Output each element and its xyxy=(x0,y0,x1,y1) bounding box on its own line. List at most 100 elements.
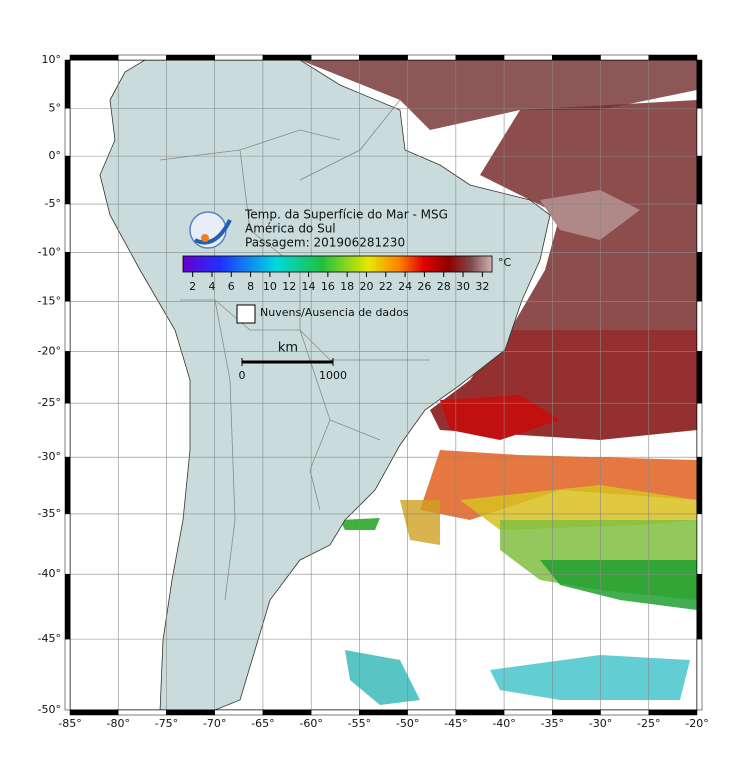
frame-segment xyxy=(696,351,703,404)
frame-segment xyxy=(359,709,408,716)
lat-tick-label: -10° xyxy=(38,245,61,258)
colorbar-unit: °C xyxy=(498,256,512,269)
lat-tick-label: -45° xyxy=(38,632,61,645)
frame-segment xyxy=(64,573,71,640)
frame-segment xyxy=(69,54,119,61)
colorbar-tick-label: 20 xyxy=(359,280,373,293)
frame-segment xyxy=(552,54,601,61)
legend-label: Nuvens/Ausencia de dados xyxy=(260,306,409,319)
frame-segment xyxy=(64,402,71,458)
frame-segment xyxy=(455,54,505,61)
lat-tick-label: -30° xyxy=(38,450,61,463)
region: América do Sul xyxy=(245,222,336,236)
lon-tick-label: -40° xyxy=(492,717,515,730)
frame-segment xyxy=(600,709,650,716)
frame-segment xyxy=(696,59,703,109)
colorbar-tick-label: 14 xyxy=(302,280,316,293)
frame-segment xyxy=(696,456,703,515)
lon-tick-label: -45° xyxy=(444,717,467,730)
frame-segment xyxy=(69,709,119,716)
frame-segment xyxy=(64,456,71,515)
frame-segment xyxy=(64,301,71,352)
title: Temp. da Superfície do Mar - MSG xyxy=(244,208,448,222)
scale-tick-label: 1000 xyxy=(319,369,347,382)
frame-segment xyxy=(64,203,71,253)
lon-tick-label: -85° xyxy=(58,717,81,730)
lon-tick-label: -60° xyxy=(299,717,322,730)
frame-segment xyxy=(455,709,505,716)
pass-time: Passagem: 201906281230 xyxy=(245,236,405,250)
frame: -85° -80° -75° -70° -65° -60° -55° -50° -45° -40°… xyxy=(38,53,709,730)
frame-segment xyxy=(696,402,703,458)
frame-segment xyxy=(310,54,360,61)
scale-unit: km xyxy=(278,341,298,356)
lat-tick-label: -20° xyxy=(38,344,61,357)
lon-tick-label: -50° xyxy=(396,717,419,730)
frame-segment xyxy=(262,54,312,61)
frame-segment xyxy=(696,301,703,352)
lat-tick-label: -25° xyxy=(38,396,61,409)
colorbar xyxy=(182,255,493,273)
frame-segment xyxy=(310,709,360,716)
lat-tick-label: -40° xyxy=(38,567,61,580)
lon-tick-label: -35° xyxy=(541,717,564,730)
lat-tick-label: 5° xyxy=(49,101,62,114)
frame-segment xyxy=(696,573,703,640)
lat-tick-label: -50° xyxy=(38,703,61,716)
sst-field xyxy=(300,60,697,705)
colorbar-tick-label: 6 xyxy=(228,280,235,293)
frame-segment xyxy=(359,54,408,61)
colorbar-tick-label: 16 xyxy=(321,280,335,293)
borders xyxy=(159,99,430,601)
frame-segment xyxy=(407,709,457,716)
colorbar-tick-label: 12 xyxy=(282,280,296,293)
colorbar-tick-label: 30 xyxy=(456,280,470,293)
frame-segment xyxy=(64,108,71,157)
colorbar-tick-label: 2 xyxy=(189,280,196,293)
frame-segment xyxy=(696,155,703,205)
lon-tick-label: -20° xyxy=(685,717,708,730)
frame-segment xyxy=(696,638,703,711)
lon-tick-label: -80° xyxy=(106,717,129,730)
colorbar-tick-label: 8 xyxy=(247,280,254,293)
frame-segment xyxy=(696,513,703,575)
lon-tick-label: -75° xyxy=(155,717,178,730)
frame-segment xyxy=(166,709,215,716)
colorbar-tick-label: 18 xyxy=(340,280,354,293)
lat-tick-label: -35° xyxy=(38,507,61,520)
frame-segment xyxy=(64,252,71,302)
colorbar-tick-label: 24 xyxy=(398,280,412,293)
lat-tick-label: 0° xyxy=(49,149,62,162)
frame-segment xyxy=(64,638,71,711)
frame-segment xyxy=(117,54,167,61)
lon-tick-label: -30° xyxy=(589,717,612,730)
colorbar-tick-label: 4 xyxy=(208,280,215,293)
colorbar-tick-label: 10 xyxy=(263,280,277,293)
frame-segment xyxy=(648,54,698,61)
lat-tick-label: -5° xyxy=(45,197,61,210)
frame-segment xyxy=(503,709,553,716)
logo-arc xyxy=(194,219,232,245)
frame-segment xyxy=(117,709,167,716)
frame-segment xyxy=(262,709,312,716)
frame-segment xyxy=(648,709,698,716)
colorbar-tick-label: 26 xyxy=(417,280,431,293)
lon-tick-label: -65° xyxy=(251,717,274,730)
frame-segment xyxy=(696,252,703,302)
legend-swatch xyxy=(236,304,256,324)
frame-segment xyxy=(64,59,71,109)
frame-segment xyxy=(214,54,264,61)
frame-segment xyxy=(696,203,703,253)
lat-tick-label: -15° xyxy=(38,294,61,307)
lat-tick-label: 10° xyxy=(42,53,62,66)
frame-segment xyxy=(214,709,264,716)
colorbar-tick-label: 28 xyxy=(437,280,451,293)
scale-tick-label: 0 xyxy=(239,369,246,382)
colorbar-tick-label: 22 xyxy=(379,280,393,293)
legend-panel: Temp. da Superfície do Mar - MSG América… xyxy=(182,208,512,382)
frame-segment xyxy=(696,108,703,157)
frame-segment xyxy=(64,513,71,575)
frame-segment xyxy=(503,54,553,61)
lon-tick-label: -25° xyxy=(637,717,660,730)
